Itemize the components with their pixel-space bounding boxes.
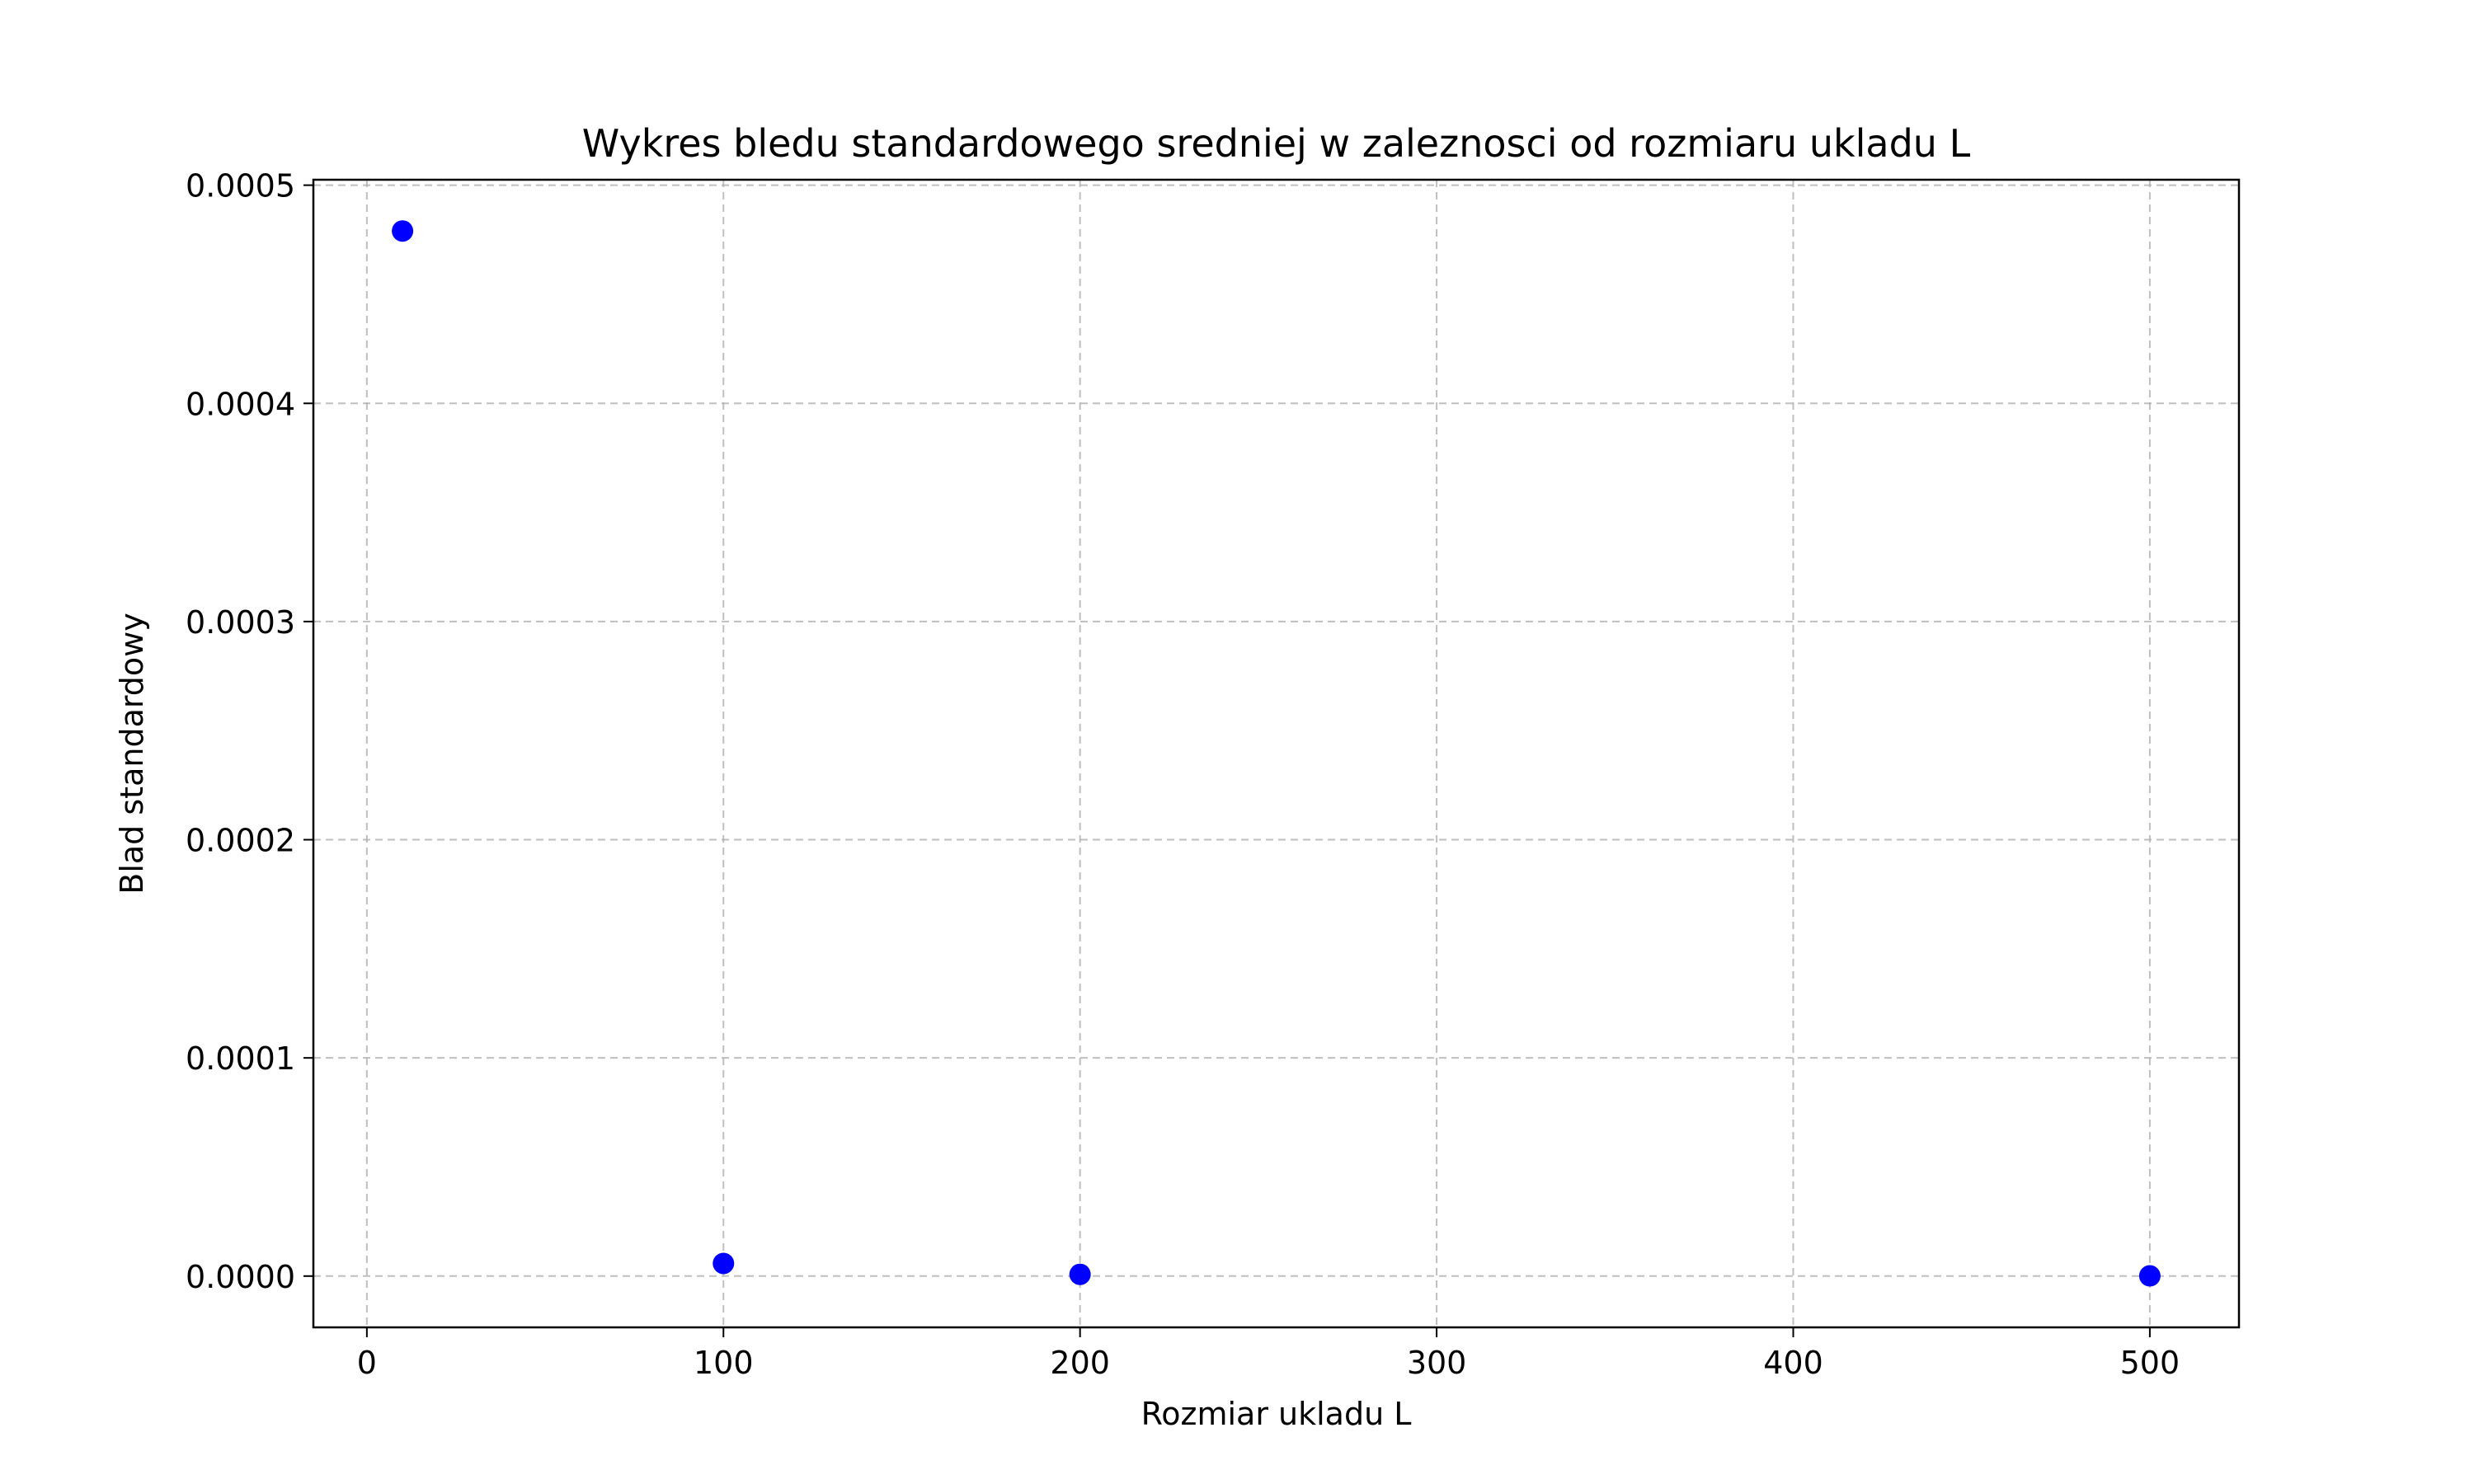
data-point bbox=[392, 220, 414, 242]
x-tick-label: 400 bbox=[1763, 1345, 1823, 1381]
x-tick-label: 500 bbox=[2120, 1345, 2180, 1381]
data-point bbox=[1069, 1263, 1091, 1285]
y-tick-label: 0.0000 bbox=[186, 1259, 295, 1295]
plot-frame bbox=[312, 178, 2241, 1329]
data-point bbox=[2138, 1265, 2161, 1287]
y-tick-label: 0.0004 bbox=[186, 386, 295, 422]
x-tick-label: 0 bbox=[357, 1345, 377, 1381]
data-point bbox=[713, 1252, 735, 1275]
y-axis-label: Blad standardowy bbox=[114, 613, 150, 894]
y-tick-label: 0.0002 bbox=[186, 823, 295, 859]
y-tick-label: 0.0005 bbox=[186, 168, 295, 204]
grid bbox=[313, 180, 2239, 1327]
y-tick-label: 0.0001 bbox=[186, 1040, 295, 1077]
y-tick-label: 0.0003 bbox=[186, 604, 295, 641]
x-axis-label: Rozmiar ukladu L bbox=[1141, 1396, 1412, 1432]
axis-ticks: 0 100 200 300 400 500 0.0000 0.0001 0.0002 0.0003… bbox=[186, 168, 2180, 1381]
x-tick-label: 100 bbox=[694, 1345, 754, 1381]
x-tick-label: 200 bbox=[1050, 1345, 1110, 1381]
x-tick-label: 300 bbox=[1407, 1345, 1467, 1381]
data-points bbox=[392, 220, 2161, 1287]
chart-title: Wykres bledu standardowego sredniej w za… bbox=[582, 121, 1971, 166]
